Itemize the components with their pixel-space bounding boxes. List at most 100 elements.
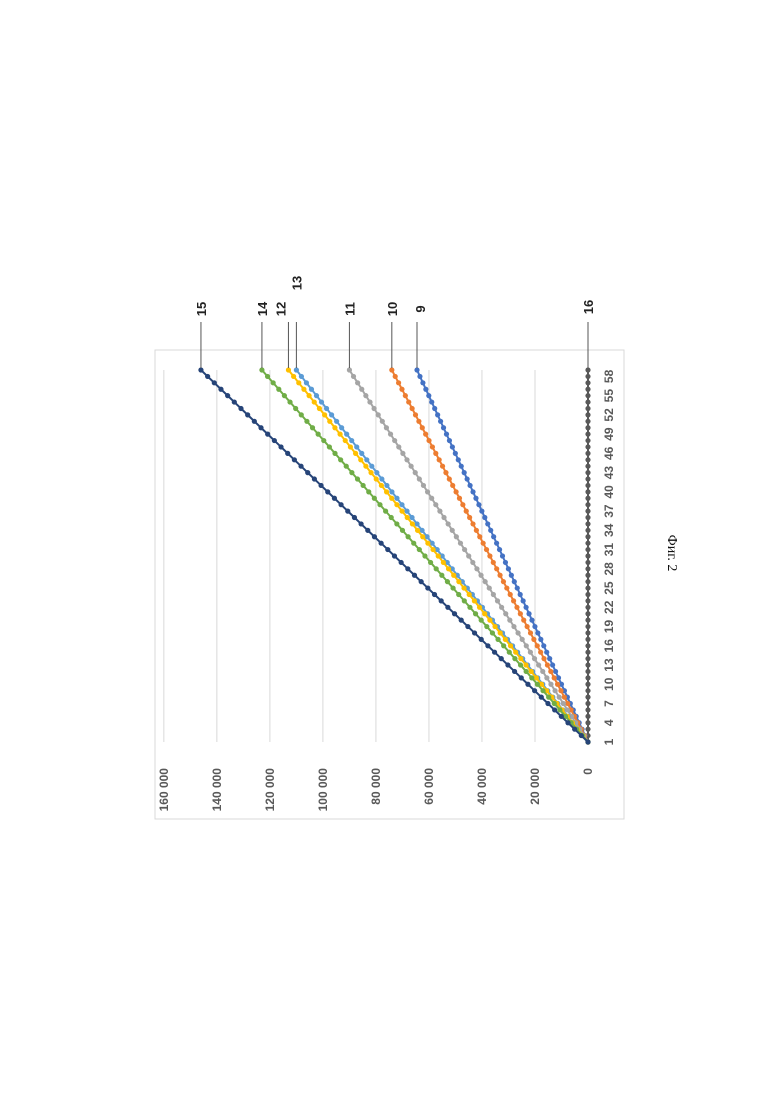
data-point — [447, 438, 452, 443]
x-tick-label: 10 — [602, 677, 616, 691]
data-point — [541, 643, 546, 648]
data-point — [473, 496, 478, 501]
data-point — [359, 387, 364, 392]
data-point — [494, 541, 499, 546]
data-point — [334, 419, 339, 424]
data-point — [392, 553, 397, 558]
data-point — [545, 701, 550, 706]
y-tick-label: 0 — [581, 768, 595, 775]
data-point — [403, 393, 408, 398]
data-point — [212, 380, 217, 385]
data-point — [441, 425, 446, 430]
callout-label-15: 15 — [194, 302, 209, 316]
data-point — [585, 515, 590, 520]
data-point — [499, 656, 504, 661]
x-tick-label: 1 — [602, 738, 616, 745]
data-point — [521, 618, 526, 623]
data-point — [548, 682, 553, 687]
y-tick-label: 160 000 — [157, 768, 171, 812]
data-point — [585, 457, 590, 462]
data-point — [525, 682, 530, 687]
data-point — [205, 374, 210, 379]
data-point — [314, 393, 319, 398]
data-point — [383, 509, 388, 514]
data-point — [476, 502, 481, 507]
x-tick-label: 55 — [602, 389, 616, 403]
data-point — [497, 573, 502, 578]
data-point — [525, 624, 530, 629]
data-point — [458, 541, 463, 546]
data-point — [552, 701, 557, 706]
data-point — [252, 419, 257, 424]
data-point — [523, 605, 528, 610]
data-point — [532, 656, 537, 661]
data-point — [565, 720, 570, 725]
data-point — [535, 630, 540, 635]
data-point — [389, 496, 394, 501]
data-point — [374, 476, 379, 481]
data-point — [585, 592, 590, 597]
callout-label-13: 13 — [289, 276, 304, 290]
data-point — [327, 444, 332, 449]
data-point — [585, 387, 590, 392]
data-point — [546, 695, 551, 700]
data-point — [485, 643, 490, 648]
data-point — [306, 393, 311, 398]
data-point — [585, 438, 590, 443]
data-point — [579, 733, 584, 738]
data-point — [265, 432, 270, 437]
data-point — [585, 489, 590, 494]
data-point — [457, 496, 462, 501]
data-point — [585, 573, 590, 578]
data-point — [512, 669, 517, 674]
data-point — [585, 675, 590, 680]
data-point — [465, 624, 470, 629]
data-point — [472, 598, 477, 603]
data-point — [286, 367, 291, 372]
data-point — [363, 393, 368, 398]
data-point — [585, 566, 590, 571]
data-point — [503, 637, 508, 642]
data-point — [393, 374, 398, 379]
x-tick-label: 31 — [602, 543, 616, 557]
data-point — [585, 509, 590, 514]
data-point — [473, 611, 478, 616]
data-point — [238, 406, 243, 411]
data-point — [585, 419, 590, 424]
data-point — [511, 598, 516, 603]
x-tick-label: 58 — [602, 369, 616, 383]
data-point — [352, 515, 357, 520]
data-point — [518, 662, 523, 667]
data-point — [441, 560, 446, 565]
data-point — [299, 412, 304, 417]
data-point — [349, 470, 354, 475]
data-point — [585, 496, 590, 501]
data-point — [466, 553, 471, 558]
data-point — [225, 393, 230, 398]
data-point — [538, 637, 543, 642]
data-point — [287, 399, 292, 404]
data-point — [422, 553, 427, 558]
data-point — [445, 605, 450, 610]
data-point — [462, 470, 467, 475]
data-point — [444, 432, 449, 437]
x-tick-label: 28 — [602, 562, 616, 576]
data-point — [394, 496, 399, 501]
data-point — [441, 515, 446, 520]
data-point — [359, 451, 364, 456]
data-point — [585, 720, 590, 725]
data-point — [232, 399, 237, 404]
data-point — [321, 438, 326, 443]
data-point — [392, 438, 397, 443]
x-tick-label: 37 — [602, 504, 616, 518]
data-point — [454, 534, 459, 539]
data-point — [396, 444, 401, 449]
data-point — [507, 650, 512, 655]
data-point — [529, 669, 534, 674]
data-point — [484, 624, 489, 629]
data-point — [451, 573, 456, 578]
data-point — [472, 630, 477, 635]
data-point — [282, 393, 287, 398]
data-point — [417, 374, 422, 379]
data-point — [490, 630, 495, 635]
